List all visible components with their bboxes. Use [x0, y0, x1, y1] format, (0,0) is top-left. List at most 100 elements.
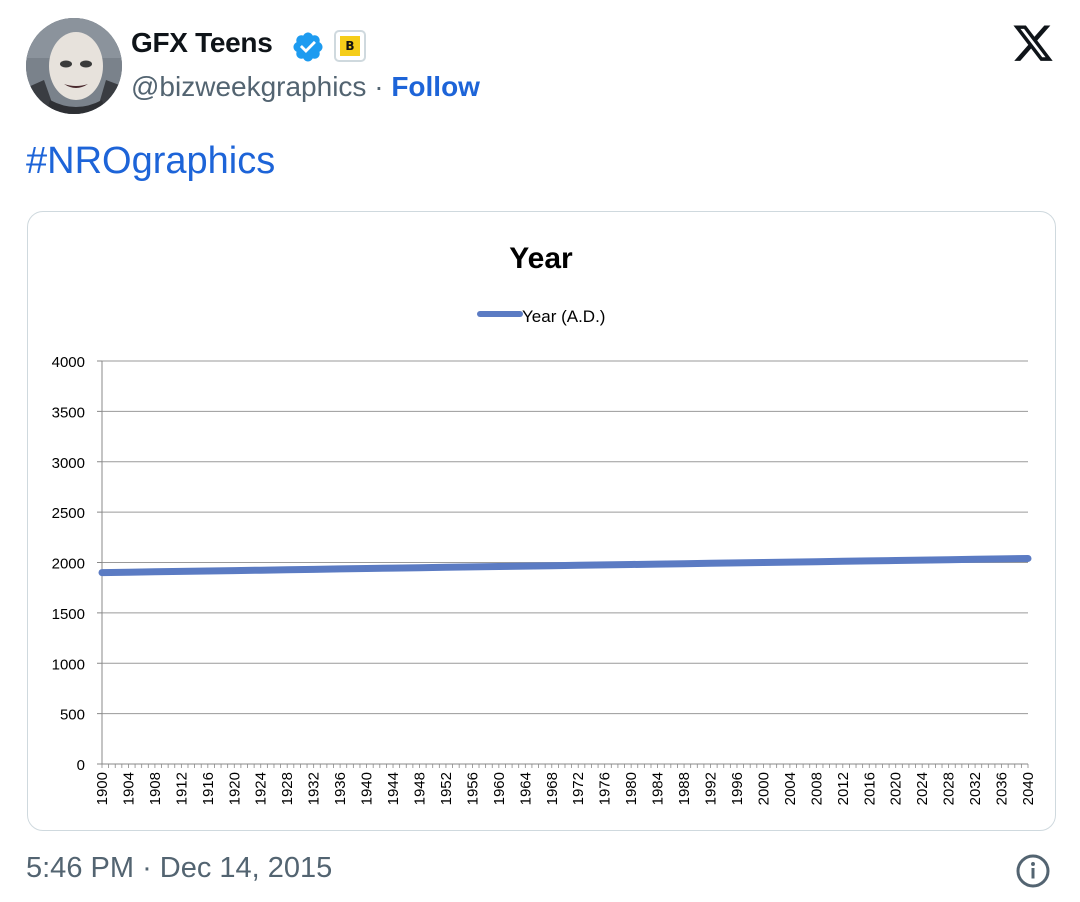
legend-label: Year (A.D.) — [522, 307, 605, 326]
x-tick-label: 1980 — [623, 772, 640, 805]
x-tick-label: 2028 — [941, 772, 958, 805]
data-point — [1000, 557, 1004, 561]
x-tick-label: 1984 — [650, 772, 667, 805]
avatar[interactable] — [26, 18, 122, 114]
x-tick-label: 1932 — [306, 772, 323, 805]
x-tick-label: 1992 — [703, 772, 720, 805]
avatar-image — [26, 18, 122, 114]
y-tick-label: 1500 — [52, 606, 85, 623]
time-separator: · — [142, 852, 152, 884]
data-point — [126, 570, 130, 574]
x-tick-label: 1908 — [147, 772, 164, 805]
data-point — [947, 558, 951, 562]
y-tick-label: 4000 — [52, 354, 85, 371]
data-point — [603, 563, 607, 567]
handle-separator: · — [374, 71, 384, 102]
data-point — [735, 561, 739, 565]
data-point — [365, 567, 369, 571]
y-tick-label: 500 — [60, 707, 85, 724]
verified-badge-icon — [293, 32, 323, 62]
x-tick-label: 1960 — [491, 772, 508, 805]
data-point — [841, 559, 845, 563]
data-point — [497, 565, 501, 569]
follow-button[interactable]: Follow — [391, 71, 480, 102]
data-point — [550, 564, 554, 568]
media-card[interactable]: Year Year (A.D.) 0 500 1000 1500 2000 2500 300… — [27, 211, 1056, 831]
x-tick-label: 1900 — [94, 772, 111, 805]
y-tick-label: 0 — [77, 757, 85, 774]
data-point — [973, 557, 977, 561]
x-tick-label: 2020 — [888, 772, 905, 805]
x-tick-label: 2008 — [808, 772, 825, 805]
x-tick-label: 1972 — [570, 772, 587, 805]
y-tick-label: 3000 — [52, 455, 85, 472]
x-tick-label: 1968 — [544, 772, 561, 805]
series-line — [98, 555, 1032, 577]
data-point — [232, 569, 236, 573]
data-point — [814, 560, 818, 564]
chart-legend: Year (A.D.) — [477, 307, 605, 326]
data-point — [629, 563, 633, 567]
data-point — [391, 566, 395, 570]
timestamp: 5:46 PM · Dec 14, 2015 — [26, 852, 332, 885]
x-tick-label: 2004 — [782, 772, 799, 805]
hashtag-link[interactable]: #NROgraphics — [26, 140, 276, 182]
author-display-name[interactable]: GFX Teens — [131, 27, 273, 58]
author-handle-line: @bizweekgraphics · Follow — [131, 71, 480, 103]
x-tick-label: 2012 — [835, 772, 852, 805]
x-tick-label: 1916 — [200, 772, 217, 805]
data-point — [206, 569, 210, 573]
data-point — [894, 558, 898, 562]
x-tick-label: 1976 — [597, 772, 614, 805]
data-point — [867, 559, 871, 563]
x-tick-label: 1956 — [464, 772, 481, 805]
x-tick-label: 1912 — [173, 772, 190, 805]
x-tick-label: 1924 — [253, 772, 270, 805]
data-point — [338, 567, 342, 571]
x-tick-label: 1952 — [438, 772, 455, 805]
chart-title: Year — [509, 242, 573, 275]
data-point — [444, 565, 448, 569]
data-point — [285, 568, 289, 572]
data-point — [682, 562, 686, 566]
series-layer — [98, 555, 1032, 577]
data-point — [920, 558, 924, 562]
x-tick-label: 2036 — [994, 772, 1011, 805]
info-icon[interactable] — [1015, 853, 1051, 889]
y-axis-ticks: 0 500 1000 1500 2000 2500 3000 3500 4000 — [52, 354, 85, 774]
data-point — [417, 566, 421, 570]
x-tick-label: 1996 — [729, 772, 746, 805]
tweet-date[interactable]: Dec 14, 2015 — [159, 852, 333, 884]
x-tick-label: 1936 — [332, 772, 349, 805]
x-tick-label: 2024 — [914, 772, 931, 805]
x-tick-label: 1944 — [385, 772, 402, 805]
data-point — [709, 561, 713, 565]
x-axis: 1900 1904 1908 1912 1916 1920 1924 1928 1932 1936… — [94, 361, 1037, 805]
line-chart: Year Year (A.D.) 0 500 1000 1500 2000 2500 300… — [52, 242, 1037, 805]
author-handle[interactable]: @bizweekgraphics — [131, 71, 367, 102]
data-point — [523, 564, 527, 568]
affiliate-badge-letter: B — [340, 36, 360, 56]
y-tick-label: 2000 — [52, 556, 85, 573]
data-point — [761, 561, 765, 564]
data-point — [470, 565, 474, 569]
x-tick-label: 2040 — [1020, 772, 1037, 805]
x-tick-label: 2016 — [861, 772, 878, 805]
x-tick-label: 1964 — [517, 772, 534, 805]
x-tick-label: 1920 — [226, 772, 243, 805]
tweet-time[interactable]: 5:46 PM — [26, 852, 134, 884]
x-tick-label: 2000 — [755, 772, 772, 805]
x-logo-icon[interactable] — [1011, 25, 1055, 65]
data-point — [656, 562, 660, 566]
affiliate-badge-icon[interactable]: B — [334, 30, 366, 62]
x-tick-label: 2032 — [967, 772, 984, 805]
data-point — [153, 570, 157, 574]
y-tick-label: 2500 — [52, 505, 85, 522]
x-tick-label: 1988 — [676, 772, 693, 805]
x-tick-label: 1904 — [120, 772, 137, 805]
data-point — [100, 571, 104, 575]
data-point — [259, 568, 263, 572]
data-point — [576, 563, 580, 567]
x-tick-label: 1928 — [279, 772, 296, 805]
y-tick-label: 1000 — [52, 656, 85, 673]
